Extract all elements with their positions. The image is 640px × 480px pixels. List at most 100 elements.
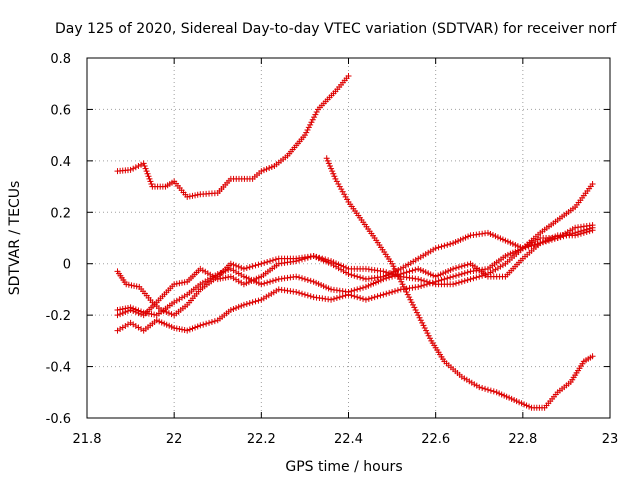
data-point bbox=[484, 386, 491, 393]
data-point bbox=[238, 264, 245, 271]
data-point bbox=[420, 322, 427, 329]
data-point bbox=[130, 305, 137, 312]
data-point bbox=[243, 301, 250, 307]
data-point bbox=[303, 129, 310, 136]
data-point bbox=[577, 230, 584, 237]
data-point bbox=[138, 308, 145, 315]
data-point bbox=[342, 193, 349, 200]
data-point bbox=[482, 385, 489, 392]
data-point bbox=[589, 181, 596, 187]
data-point bbox=[377, 292, 384, 299]
data-point bbox=[293, 273, 300, 280]
data-point bbox=[146, 175, 153, 182]
data-point bbox=[328, 165, 335, 172]
data-point bbox=[132, 306, 139, 313]
data-point bbox=[394, 271, 401, 278]
data-point bbox=[217, 269, 224, 276]
data-point bbox=[173, 280, 180, 287]
data-point bbox=[589, 222, 596, 229]
data-point bbox=[458, 271, 465, 277]
data-point bbox=[179, 279, 186, 286]
data-point bbox=[263, 166, 270, 173]
data-point bbox=[374, 293, 381, 300]
data-point bbox=[233, 304, 240, 311]
data-point bbox=[410, 301, 417, 308]
data-point bbox=[211, 318, 218, 325]
data-point bbox=[252, 298, 259, 305]
data-point bbox=[133, 283, 140, 290]
data-point bbox=[293, 258, 300, 265]
y-tick-label: -0.6 bbox=[46, 412, 71, 427]
data-point bbox=[258, 168, 265, 175]
data-point bbox=[127, 166, 134, 173]
data-point bbox=[312, 111, 319, 118]
data-point bbox=[345, 73, 352, 79]
data-point bbox=[119, 305, 126, 312]
data-point bbox=[147, 178, 154, 185]
data-point bbox=[304, 277, 311, 283]
data-point bbox=[301, 255, 308, 262]
data-point bbox=[324, 157, 331, 164]
x-tick-label: 22 bbox=[166, 432, 183, 447]
data-point bbox=[421, 282, 428, 289]
data-point bbox=[450, 265, 457, 272]
data-point bbox=[351, 272, 358, 279]
data-point bbox=[329, 168, 336, 175]
data-point bbox=[225, 266, 232, 273]
data-point bbox=[171, 281, 178, 288]
y-tick-label: -0.2 bbox=[46, 309, 71, 324]
data-point bbox=[200, 321, 207, 328]
data-point bbox=[386, 274, 393, 281]
data-point bbox=[331, 173, 338, 180]
data-point bbox=[249, 299, 256, 306]
data-point bbox=[330, 295, 337, 302]
data-point bbox=[264, 259, 271, 265]
data-point bbox=[135, 163, 142, 169]
data-point bbox=[323, 155, 330, 162]
data-point bbox=[360, 295, 367, 302]
data-point bbox=[151, 311, 158, 318]
data-point bbox=[119, 324, 126, 331]
data-point bbox=[470, 275, 477, 282]
data-point bbox=[360, 284, 367, 291]
data-point bbox=[435, 244, 442, 251]
data-point bbox=[418, 277, 425, 283]
data-point bbox=[432, 245, 439, 252]
data-point bbox=[301, 291, 308, 298]
data-point bbox=[222, 267, 229, 274]
data-point bbox=[467, 276, 474, 283]
data-point bbox=[203, 320, 210, 327]
data-point bbox=[583, 229, 590, 235]
data-point bbox=[301, 132, 308, 139]
data-point bbox=[299, 275, 306, 282]
data-point bbox=[394, 287, 401, 294]
data-point bbox=[425, 332, 432, 339]
data-point bbox=[399, 281, 406, 288]
data-point bbox=[307, 253, 314, 260]
data-point bbox=[447, 241, 454, 247]
data-point bbox=[238, 302, 245, 309]
data-point bbox=[345, 291, 352, 298]
data-point bbox=[357, 295, 364, 301]
data-point bbox=[389, 289, 396, 295]
data-point bbox=[338, 186, 345, 193]
data-point bbox=[386, 289, 393, 296]
data-point bbox=[441, 242, 448, 249]
data-point bbox=[464, 277, 471, 283]
data-point bbox=[219, 268, 226, 275]
data-point bbox=[171, 325, 178, 331]
data-point bbox=[227, 260, 234, 267]
data-point bbox=[455, 271, 462, 278]
data-point bbox=[417, 317, 424, 324]
data-point bbox=[304, 292, 311, 299]
data-point bbox=[305, 124, 312, 131]
data-point bbox=[389, 273, 396, 280]
data-point bbox=[214, 276, 221, 283]
data-point bbox=[348, 292, 355, 299]
data-point bbox=[450, 273, 457, 280]
data-point bbox=[447, 274, 454, 281]
data-point bbox=[455, 264, 462, 271]
data-point bbox=[142, 165, 149, 172]
data-point bbox=[299, 290, 306, 297]
